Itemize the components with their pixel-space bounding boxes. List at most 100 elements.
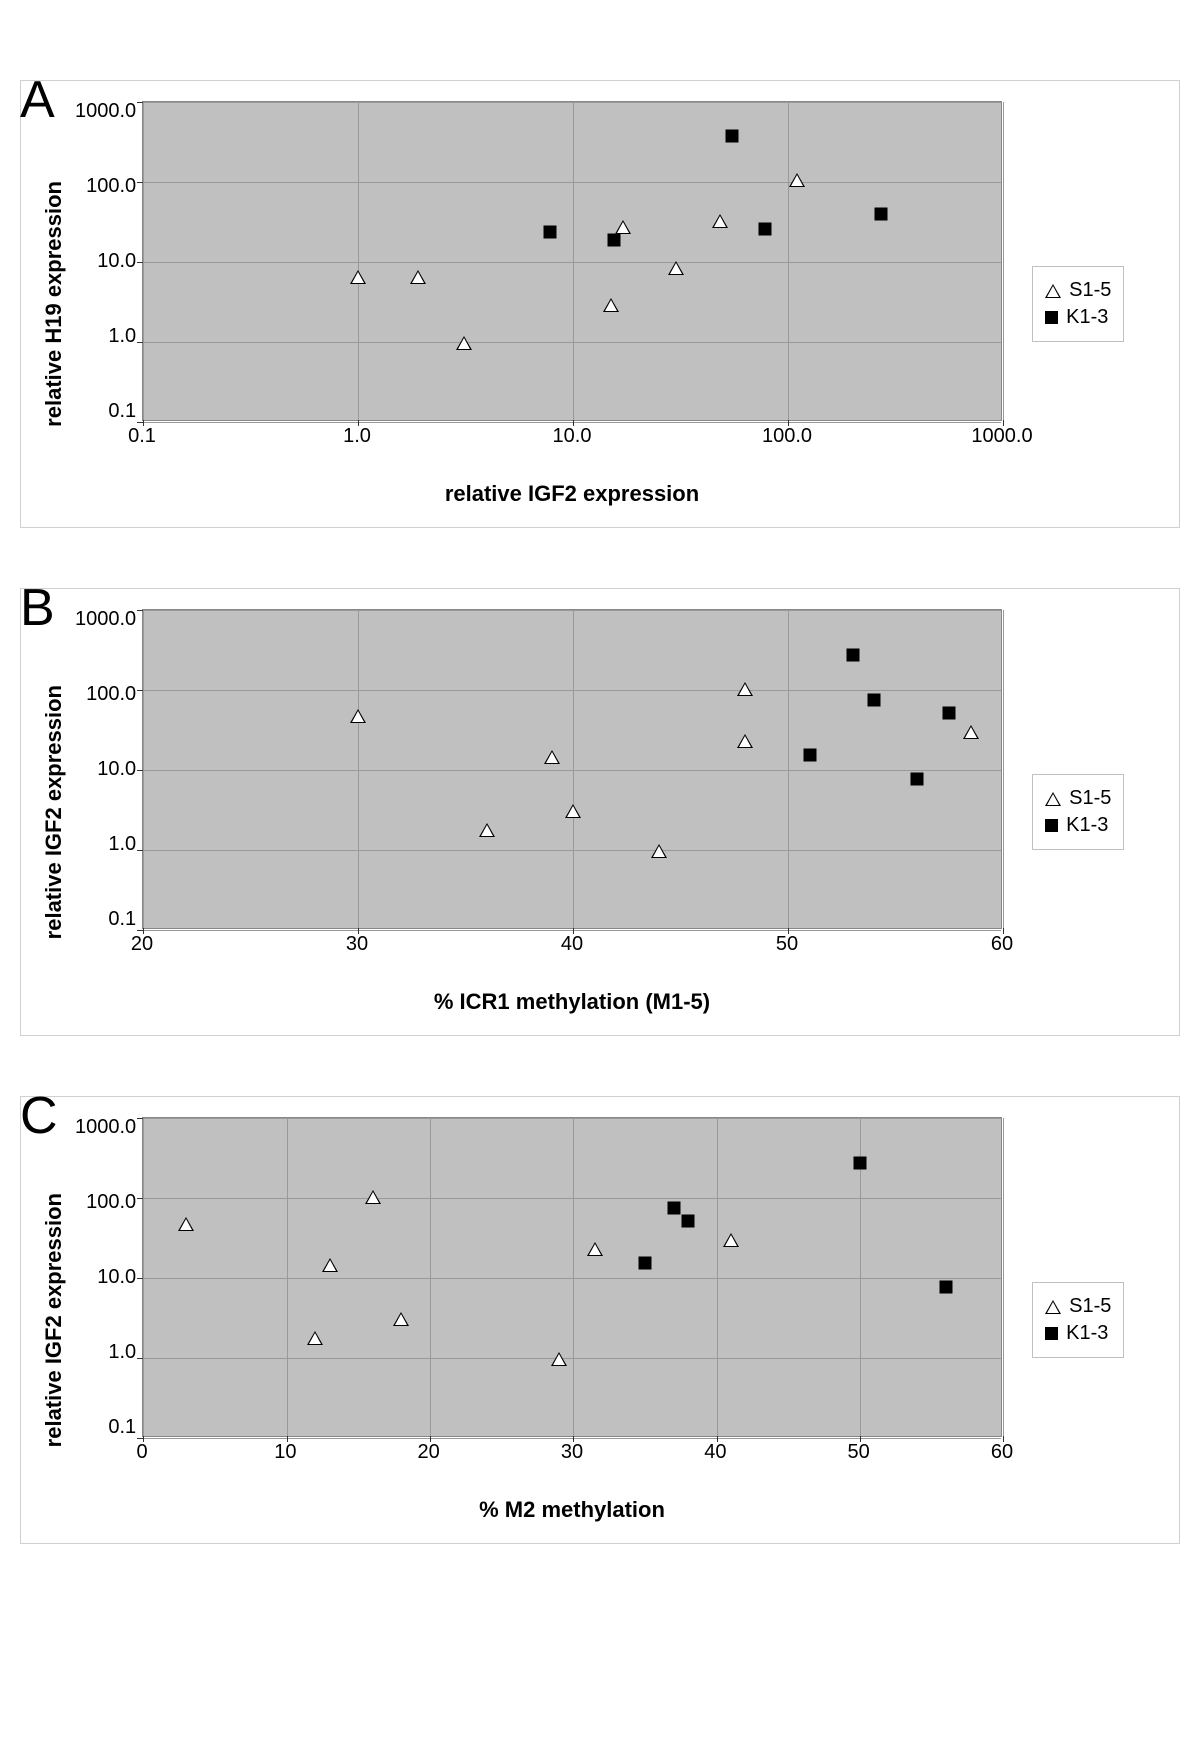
legend-row: S1-5 — [1045, 1295, 1111, 1318]
ylabel-b: relative IGF2 expression — [41, 685, 67, 939]
chart-body-a: relative H19 expression 1000.0100.010.01… — [41, 101, 1002, 507]
xtick-label: 10 — [274, 1441, 296, 1464]
xtick-label: 10.0 — [553, 425, 592, 448]
legend-c: S1-5 K1-3 — [1032, 1282, 1124, 1358]
data-point-square — [543, 225, 556, 238]
xtick-label: 20 — [418, 1441, 440, 1464]
data-point-triangle — [789, 173, 805, 187]
legend-row: K1-3 — [1045, 814, 1111, 837]
xtick-label: 0.1 — [128, 425, 156, 448]
plot-area-a — [142, 101, 1002, 421]
panel-c: C relative IGF2 expression 1000.0100.010… — [20, 1096, 1180, 1544]
axis-col-c: 1000.0100.010.01.00.1 0102030405060 % M2… — [75, 1117, 1002, 1523]
ytick-label: 100.0 — [86, 684, 136, 704]
ytick-label: 0.1 — [108, 909, 136, 929]
chart-frame-b: relative IGF2 expression 1000.0100.010.0… — [20, 588, 1180, 1036]
yticks-c: 1000.0100.010.01.00.1 — [75, 1117, 142, 1437]
data-point-square — [943, 706, 956, 719]
xticks-c: 0102030405060 — [142, 1437, 1002, 1465]
square-icon — [1045, 311, 1058, 324]
legend-label: K1-3 — [1066, 1322, 1108, 1345]
legend-a: S1-5 K1-3 — [1032, 266, 1124, 342]
square-icon — [1045, 819, 1058, 832]
xtick-label: 60 — [991, 1441, 1013, 1464]
xlabel-a: relative IGF2 expression — [142, 481, 1002, 507]
xtick-label: 40 — [561, 933, 583, 956]
data-point-triangle — [307, 1331, 323, 1345]
ytick-label: 100.0 — [86, 1192, 136, 1212]
xtick-label: 1.0 — [343, 425, 371, 448]
data-point-square — [803, 748, 816, 761]
legend-row: K1-3 — [1045, 1322, 1111, 1345]
data-point-triangle — [963, 725, 979, 739]
ytick-label: 1.0 — [108, 326, 136, 346]
panel-letter-c: C — [20, 1086, 58, 1146]
panel-a: A relative H19 expression 1000.0100.010.… — [20, 80, 1180, 528]
legend-label: S1-5 — [1069, 787, 1111, 810]
data-point-square — [868, 694, 881, 707]
legend-row: K1-3 — [1045, 306, 1111, 329]
data-point-triangle — [365, 1190, 381, 1204]
data-point-triangle — [668, 261, 684, 275]
ylabel-a: relative H19 expression — [41, 181, 67, 427]
ylabel-c: relative IGF2 expression — [41, 1193, 67, 1447]
data-point-square — [726, 129, 739, 142]
ytick-label: 100.0 — [86, 176, 136, 196]
data-point-triangle — [737, 682, 753, 696]
legend-row: S1-5 — [1045, 787, 1111, 810]
data-point-square — [874, 207, 887, 220]
xlabel-c: % M2 methylation — [142, 1497, 1002, 1523]
triangle-icon — [1045, 1300, 1061, 1314]
legend-label: S1-5 — [1069, 279, 1111, 302]
plot-row-a: 1000.0 100.0 10.0 1.0 0.1 — [75, 101, 1002, 421]
triangle-icon — [1045, 284, 1061, 298]
panel-b: B relative IGF2 expression 1000.0100.010… — [20, 588, 1180, 1036]
legend-label: K1-3 — [1066, 306, 1108, 329]
panel-letter-b: B — [20, 578, 55, 638]
ytick-label: 1.0 — [108, 1342, 136, 1362]
xtick-label: 30 — [346, 933, 368, 956]
legend-row: S1-5 — [1045, 279, 1111, 302]
data-point-triangle — [350, 270, 366, 284]
data-point-square — [681, 1214, 694, 1227]
xtick-label: 1000.0 — [971, 425, 1032, 448]
axis-col-b: 1000.0100.010.01.00.1 2030405060 % ICR1 … — [75, 609, 1002, 1015]
ytick-label: 10.0 — [97, 251, 136, 271]
xticks-b: 2030405060 — [142, 929, 1002, 957]
data-point-triangle — [456, 336, 472, 350]
ytick-label: 1000.0 — [75, 101, 136, 121]
data-point-triangle — [603, 298, 619, 312]
xtick-label: 40 — [704, 1441, 726, 1464]
data-point-square — [758, 223, 771, 236]
data-point-triangle — [544, 750, 560, 764]
legend-label: K1-3 — [1066, 814, 1108, 837]
xtick-label: 60 — [991, 933, 1013, 956]
yticks-b: 1000.0100.010.01.00.1 — [75, 609, 142, 929]
plot-row-b: 1000.0100.010.01.00.1 — [75, 609, 1002, 929]
xtick-label: 50 — [776, 933, 798, 956]
chart-body-b: relative IGF2 expression 1000.0100.010.0… — [41, 609, 1002, 1015]
xticks-a: 0.11.010.0100.01000.0 — [142, 421, 1002, 449]
data-point-square — [939, 1280, 952, 1293]
xtick-label: 50 — [848, 1441, 870, 1464]
ytick-label: 0.1 — [108, 401, 136, 421]
ytick-label: 1000.0 — [75, 1117, 136, 1137]
data-point-triangle — [410, 270, 426, 284]
data-point-triangle — [393, 1312, 409, 1326]
ytick-label: 1.0 — [108, 834, 136, 854]
ytick-label: 10.0 — [97, 1267, 136, 1287]
data-point-square — [846, 649, 859, 662]
data-point-triangle — [587, 1242, 603, 1256]
data-point-square — [667, 1202, 680, 1215]
triangle-icon — [1045, 792, 1061, 806]
xtick-label: 20 — [131, 933, 153, 956]
xtick-label: 100.0 — [762, 425, 812, 448]
yticks-a: 1000.0 100.0 10.0 1.0 0.1 — [75, 101, 142, 421]
square-icon — [1045, 1327, 1058, 1340]
panel-letter-a: A — [20, 70, 55, 130]
data-point-triangle — [651, 844, 667, 858]
data-point-triangle — [322, 1258, 338, 1272]
ytick-label: 10.0 — [97, 759, 136, 779]
legend-label: S1-5 — [1069, 1295, 1111, 1318]
chart-frame-c: relative IGF2 expression 1000.0 100.0 10.0… — [20, 1096, 1180, 1544]
